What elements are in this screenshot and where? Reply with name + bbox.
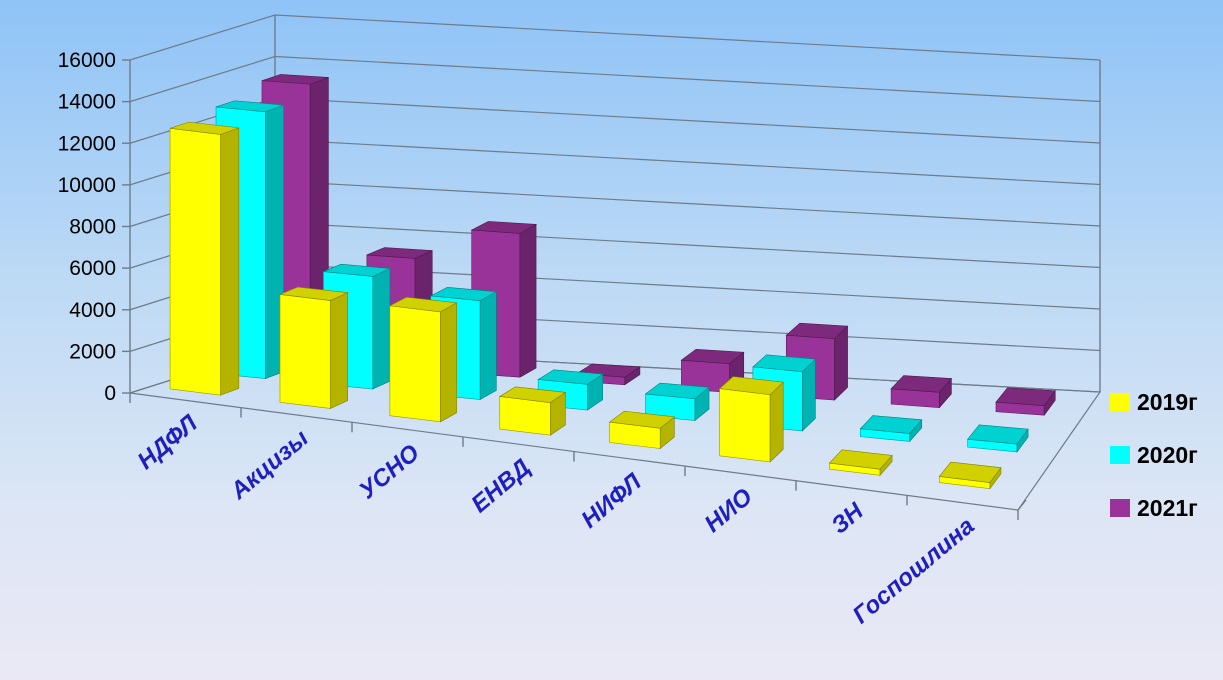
bar-top-face <box>366 247 433 259</box>
bar-top-face <box>644 382 710 400</box>
bar-2019г-НДФЛ <box>169 121 240 396</box>
bar-2019г-УСНО <box>388 296 458 423</box>
x-tick-label: НДФЛ <box>132 410 203 475</box>
x-tick-label: Госпошлина <box>848 512 980 629</box>
bar-top-face <box>429 287 498 302</box>
bar-side-face <box>330 292 349 409</box>
x-tick-label: НИФЛ <box>576 468 647 534</box>
y-tick-label: 4000 <box>69 299 116 322</box>
bar-2021г-НИФЛ <box>680 348 745 394</box>
bar-front-face <box>499 396 551 436</box>
bar-top-face <box>890 375 953 393</box>
legend-label: 2020г <box>1137 442 1198 468</box>
bar-top-face <box>278 286 349 301</box>
bar-top-face <box>828 449 893 470</box>
x-tick-label: ЗН <box>826 497 869 539</box>
y-tick-label: 0 <box>104 382 116 405</box>
legend-swatch <box>1110 499 1130 517</box>
bar-top-face <box>388 296 458 313</box>
y-tick-label: 10000 <box>58 174 116 197</box>
floor-corner <box>1017 499 1027 511</box>
bar-2019г-НИО <box>718 376 784 463</box>
bar-2020г-ЗН <box>859 415 923 443</box>
bar-side-face <box>440 302 457 423</box>
bar-front-face <box>169 127 221 396</box>
bar-2019г-Госпошлина <box>938 461 1002 490</box>
bar-2019г-Акцизы <box>278 286 349 409</box>
chart-bars <box>169 74 1056 490</box>
bar-top-face <box>859 415 923 434</box>
x-tick-label: УСНО <box>354 439 425 505</box>
bar-top-face <box>938 461 1002 483</box>
x-tick-label: ЕНВД <box>466 454 535 518</box>
bar-front-face <box>719 388 771 463</box>
bar-top-face <box>169 121 239 135</box>
bar-top-face <box>680 348 745 364</box>
bar-2019г-НИФЛ <box>608 410 676 450</box>
x-tick-label: Акцизы <box>225 424 314 505</box>
y-tick-label: 12000 <box>58 132 116 155</box>
bar-side-face <box>372 268 391 390</box>
bar-2020г-НИФЛ <box>644 382 710 422</box>
bar-front-face <box>389 305 441 423</box>
bar-side-face <box>769 381 784 463</box>
bar-top-face <box>537 369 604 385</box>
bar-top-face <box>261 74 329 85</box>
bar-top-face <box>498 386 567 403</box>
bar-top-face <box>718 376 784 396</box>
bar-top-face <box>752 354 817 372</box>
y-tick-label: 6000 <box>69 257 116 280</box>
legend: 2019г 2020г 2021г <box>1110 389 1198 521</box>
bar-top-face <box>785 322 849 340</box>
bar-2020г-Госпошлина <box>967 424 1029 453</box>
bar-2019г-ЕНВД <box>498 386 567 436</box>
bar-top-face <box>995 387 1056 406</box>
x-tick-label: НИО <box>700 483 758 538</box>
y-tick-label: 16000 <box>58 49 116 72</box>
bar-side-face <box>519 223 537 378</box>
bar-top-face <box>470 221 538 234</box>
bar-front-face <box>279 294 331 409</box>
bar-2021г-Госпошлина <box>995 387 1056 417</box>
bar-side-face <box>220 127 240 396</box>
legend-label: 2019г <box>1137 389 1198 415</box>
legend-label: 2021г <box>1137 495 1198 521</box>
bar-top-face <box>967 424 1029 445</box>
bar-2019г-ЗН <box>828 449 893 477</box>
bar-side-face <box>479 291 497 401</box>
legend-swatch <box>1110 446 1130 464</box>
legend-swatch <box>1110 393 1130 411</box>
y-tick-label: 14000 <box>58 91 116 114</box>
bar-top-face <box>608 410 676 429</box>
y-axis-ticks: 0 2000 4000 6000 8000 10000 12000 14000 16000 <box>58 49 130 405</box>
y-tick-label: 8000 <box>69 216 116 239</box>
bar-top-face <box>323 263 392 277</box>
bar-top-face <box>215 100 284 113</box>
y-tick-label: 2000 <box>69 340 116 363</box>
bar-2021г-ЗН <box>890 375 953 409</box>
